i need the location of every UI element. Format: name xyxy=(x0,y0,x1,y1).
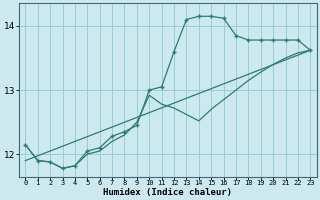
X-axis label: Humidex (Indice chaleur): Humidex (Indice chaleur) xyxy=(103,188,232,197)
